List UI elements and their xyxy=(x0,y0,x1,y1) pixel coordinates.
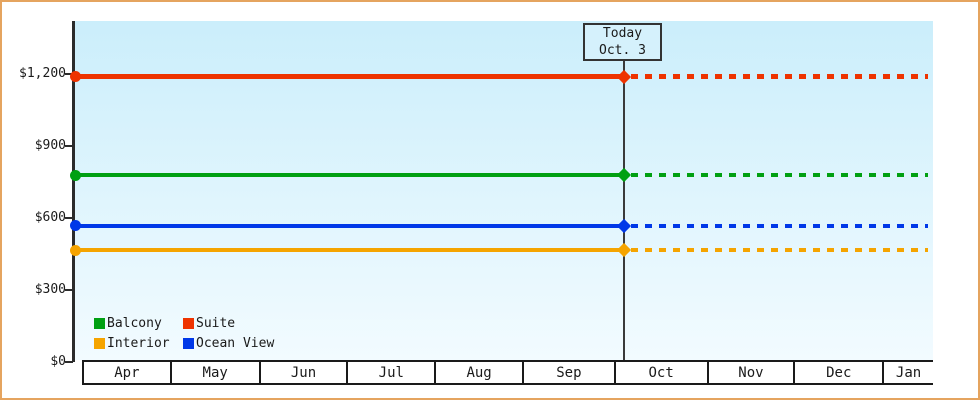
series-projection-suite xyxy=(624,74,928,80)
legend-label: Ocean View xyxy=(196,335,275,351)
y-axis-tick xyxy=(65,217,73,219)
legend-item-balcony[interactable]: Balcony xyxy=(94,313,183,333)
circle-marker-icon-balcony xyxy=(69,169,81,181)
series-line-interior xyxy=(75,248,624,253)
today-annotation: Today Oct. 3 xyxy=(583,23,662,61)
legend-label: Balcony xyxy=(107,315,162,331)
legend-swatch-icon xyxy=(94,337,105,349)
legend-item-interior[interactable]: Interior xyxy=(94,333,183,353)
series-projection-interior xyxy=(624,248,928,253)
y-axis-tick xyxy=(65,289,73,291)
today-label: Today xyxy=(602,26,643,41)
month-cell-aug: Aug xyxy=(436,362,524,383)
month-cell-apr: Apr xyxy=(84,362,172,383)
month-cell-jul: Jul xyxy=(348,362,437,383)
legend-swatch-icon xyxy=(183,337,194,349)
y-axis-line xyxy=(72,21,75,362)
today-line xyxy=(623,59,625,360)
series-line-suite xyxy=(75,74,624,80)
y-axis-tick xyxy=(65,361,73,363)
legend-label: Interior xyxy=(107,335,170,351)
circle-marker-icon-suite xyxy=(69,71,81,83)
y-axis-label-600: $600 xyxy=(34,210,66,225)
month-cell-oct: Oct xyxy=(616,362,709,383)
month-cell-nov: Nov xyxy=(709,362,796,383)
circle-marker-icon-interior xyxy=(69,244,81,256)
month-cell-sep: Sep xyxy=(524,362,616,383)
month-cell-jun: Jun xyxy=(261,362,349,383)
y-axis-label-0: $0 xyxy=(50,354,66,369)
legend: Balcony Suite Interior Ocean View xyxy=(94,313,274,353)
series-projection-balcony xyxy=(624,173,928,178)
series-line-balcony xyxy=(75,173,624,178)
legend-swatch-icon xyxy=(183,317,194,329)
y-axis-tick xyxy=(65,73,73,75)
legend-item-suite[interactable]: Suite xyxy=(183,313,274,333)
month-cell-jan: Jan xyxy=(895,364,922,381)
circle-marker-icon-ocean-view xyxy=(69,220,81,232)
series-projection-ocean-view xyxy=(624,223,928,228)
today-date: Oct. 3 xyxy=(599,43,646,58)
month-cell-may: May xyxy=(172,362,261,383)
month-cell-dec: Dec xyxy=(795,362,885,383)
y-axis-label-1200: $1,200 xyxy=(19,66,66,81)
x-axis-month-band: Apr May Jun Jul Aug Sep Oct Nov Dec Jan xyxy=(82,360,933,385)
legend-item-ocean-view[interactable]: Ocean View xyxy=(183,333,274,353)
y-axis-label-900: $900 xyxy=(34,138,66,153)
y-axis-label-300: $300 xyxy=(34,282,66,297)
y-axis-tick xyxy=(65,145,73,147)
legend-label: Suite xyxy=(196,315,236,331)
legend-swatch-icon xyxy=(94,317,105,329)
series-line-ocean-view xyxy=(75,223,624,228)
plot-area xyxy=(75,21,933,360)
